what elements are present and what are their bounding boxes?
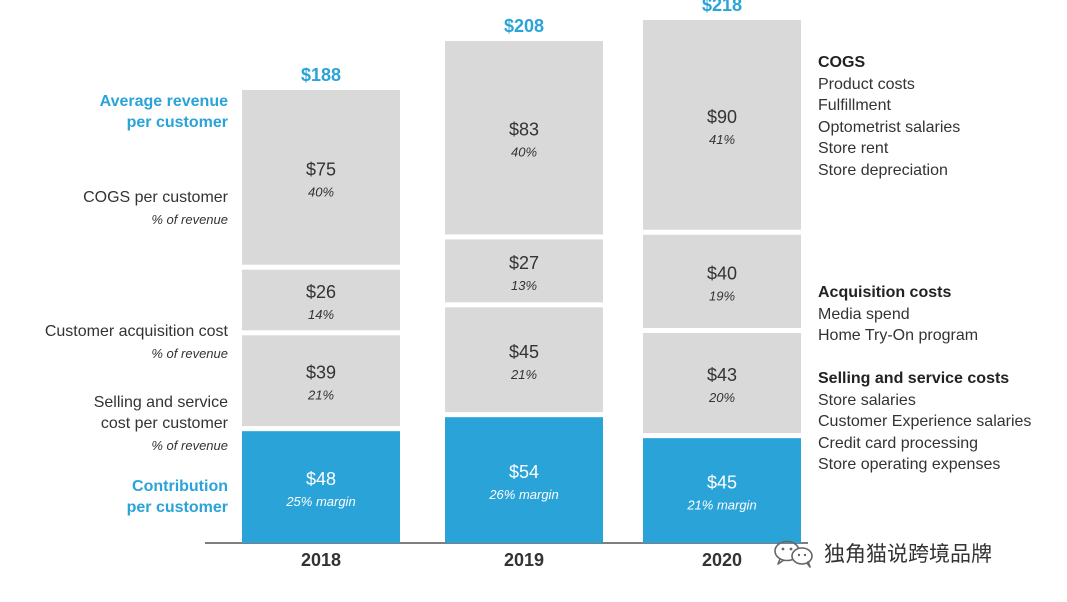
bar-value-label: $83: [509, 120, 539, 140]
legend-item: Store salaries: [818, 391, 916, 409]
bar-value-label: $39: [306, 363, 336, 383]
x-tick-label: 2019: [504, 550, 544, 570]
bar-percent-label: 40%: [308, 184, 334, 199]
bar-segment-cogs-per-customer-2020: [643, 20, 801, 230]
bar-percent-label: 41%: [709, 132, 735, 147]
bar-value-label: $26: [306, 282, 336, 302]
bar-segment-contribution-per-customer-2018: [242, 431, 400, 543]
bar-percent-label: 14%: [308, 307, 334, 322]
bar-segment-selling-and-service-cost-per-customer-2020: [643, 332, 801, 434]
bar-value-label: $45: [707, 473, 737, 493]
legend-cogs-title: COGS: [818, 54, 866, 71]
acquisition-row-sublabel: % of revenue: [151, 346, 228, 361]
legend-item: Media spend: [818, 305, 910, 323]
bar-percent-label: 40%: [511, 145, 537, 160]
legend-item: Product costs: [818, 75, 915, 93]
watermark: 独角猫说跨境品牌: [770, 538, 992, 568]
bar-total-label: $218: [702, 0, 742, 15]
legend-item: Home Try-On program: [818, 327, 979, 344]
legend-item: Credit card processing: [818, 434, 979, 452]
bar-value-label: $48: [306, 469, 336, 489]
x-tick-label: 2018: [301, 550, 341, 570]
legend-item: Store operating expenses: [818, 456, 1001, 473]
bar-total-label: $188: [301, 65, 341, 85]
bar-value-label: $90: [707, 107, 737, 127]
legend-item: Customer Experience salaries: [818, 413, 1032, 430]
bar-value-label: $45: [509, 342, 539, 362]
bar-segment-contribution-per-customer-2019: [445, 417, 603, 543]
legend-item: Fulfillment: [818, 97, 891, 114]
x-tick-label: 2020: [702, 550, 742, 570]
bar-segment-customer-acquisition-cost-2018: [242, 269, 400, 331]
bar-segment-contribution-per-customer-2020: [643, 438, 801, 543]
bar-percent-label: 21%: [307, 388, 334, 403]
cogs-row-sublabel: % of revenue: [151, 212, 228, 227]
legend-item: Store depreciation: [818, 161, 948, 179]
legend-item: Optometrist salaries: [818, 118, 961, 136]
selling-row-label: Selling and service cost per customer % o…: [94, 392, 228, 456]
bar-segment-selling-and-service-cost-per-customer-2019: [445, 307, 603, 413]
bar-value-label: $75: [306, 159, 336, 179]
legend-acquisition: Acquisition costs Media spend Home Try-O…: [818, 282, 978, 347]
bar-percent-label: 26% margin: [488, 487, 558, 502]
legend-acquisition-title: Acquisition costs: [818, 284, 952, 301]
bar-value-label: $43: [707, 365, 737, 385]
bar-percent-label: 19%: [709, 288, 735, 303]
acquisition-row-label: Customer acquisition cost % of revenue: [45, 321, 228, 364]
legend-selling: Selling and service costs Store salaries…: [818, 368, 1031, 476]
bar-value-label: $40: [707, 263, 737, 283]
bar-value-label: $27: [509, 253, 539, 273]
cogs-row-label: COGS per customer % of revenue: [83, 187, 228, 230]
legend-item: Store rent: [818, 140, 889, 157]
bar-percent-label: 21% margin: [686, 498, 756, 513]
legend-cogs: COGS Product costs Fulfillment Optometri…: [818, 52, 960, 181]
bar-percent-label: 20%: [708, 390, 735, 405]
bar-segment-selling-and-service-cost-per-customer-2018: [242, 335, 400, 427]
bar-percent-label: 25% margin: [285, 494, 355, 509]
avg-revenue-label: Average revenue per customer: [99, 93, 228, 131]
bar-percent-label: 21%: [510, 367, 537, 382]
bar-segment-cogs-per-customer-2018: [242, 89, 400, 265]
bar-percent-label: 13%: [511, 278, 537, 293]
contribution-row-label: Contribution per customer: [126, 478, 228, 516]
watermark-text: 独角猫说跨境品牌: [824, 543, 992, 566]
wechat-logo-icon: [774, 540, 813, 568]
selling-row-sublabel: % of revenue: [151, 438, 228, 453]
bar-segment-customer-acquisition-cost-2020: [643, 234, 801, 328]
bar-value-label: $54: [509, 462, 539, 482]
bar-segment-cogs-per-customer-2019: [445, 41, 603, 235]
legend-selling-title: Selling and service costs: [818, 370, 1010, 387]
bar-segment-customer-acquisition-cost-2019: [445, 239, 603, 303]
bar-total-label: $208: [504, 16, 544, 36]
